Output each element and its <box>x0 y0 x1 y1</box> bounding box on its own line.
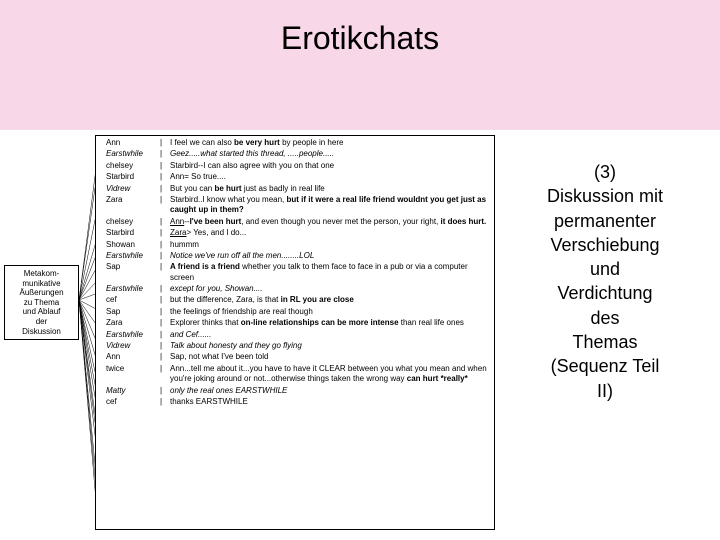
chat-message: but the difference, Zara, is that in RL … <box>170 295 492 305</box>
chat-row: Zara|Explorer thinks that on-line relati… <box>98 318 492 328</box>
chat-message: Ann--I've been hurt, and even though you… <box>170 217 492 227</box>
chat-row: Ann|I feel we can also be very hurt by p… <box>98 138 492 148</box>
chat-username: Vidrew <box>98 341 160 351</box>
chat-row: cef|thanks EARSTWHILE <box>98 397 492 407</box>
chat-row: Earstwhile|Geez.....what started this th… <box>98 149 492 159</box>
chat-username: Earstwhile <box>98 330 160 340</box>
chat-row: Earstwhile|and Cef...... <box>98 330 492 340</box>
chat-message: I feel we can also be very hurt by peopl… <box>170 138 492 148</box>
meta-label-box: Metakom-munikativeÄußerungenzu Themaund … <box>4 265 79 340</box>
chat-separator: | <box>160 228 170 238</box>
chat-separator: | <box>160 397 170 407</box>
chat-row: Sap|A friend is a friend whether you tal… <box>98 262 492 283</box>
chat-separator: | <box>160 295 170 305</box>
chat-username: Earstwhile <box>98 284 160 294</box>
chat-username: chelsey <box>98 217 160 227</box>
chat-message: Starbird..I know what you mean, but if i… <box>170 195 492 216</box>
chat-username: Earstwhile <box>98 251 160 261</box>
chat-transcript: Ann|I feel we can also be very hurt by p… <box>95 135 495 530</box>
chat-row: Showan|hummm <box>98 240 492 250</box>
chat-username: Showan <box>98 240 160 250</box>
chat-message: except for you, Showan.... <box>170 284 492 294</box>
right-description: (3)Diskussion mitpermanenterVerschiebung… <box>510 160 700 403</box>
chat-separator: | <box>160 138 170 148</box>
chat-row: Zara|Starbird..I know what you mean, but… <box>98 195 492 216</box>
chat-username: Starbird <box>98 228 160 238</box>
page-title: Erotikchats <box>0 0 720 67</box>
chat-username: Vidrew <box>98 184 160 194</box>
chat-message: Sap, not what I've been told <box>170 352 492 362</box>
chat-username: chelsey <box>98 161 160 171</box>
chat-message: Explorer thinks that on-line relationshi… <box>170 318 492 328</box>
chat-row: chelsey|Ann--I've been hurt, and even th… <box>98 217 492 227</box>
chat-row: Sap|the feelings of friendship are real … <box>98 307 492 317</box>
chat-username: Zara <box>98 195 160 216</box>
chat-message: Ann...tell me about it...you have to hav… <box>170 364 492 385</box>
chat-separator: | <box>160 251 170 261</box>
chat-separator: | <box>160 284 170 294</box>
chat-separator: | <box>160 262 170 283</box>
chat-separator: | <box>160 184 170 194</box>
chat-row: Matty|only the real ones EARSTWHILE <box>98 386 492 396</box>
chat-separator: | <box>160 217 170 227</box>
chat-message: Geez.....what started this thread, .....… <box>170 149 492 159</box>
chat-username: Zara <box>98 318 160 328</box>
chat-username: Starbird <box>98 172 160 182</box>
chat-username: Earstwhile <box>98 149 160 159</box>
chat-message: only the real ones EARSTWHILE <box>170 386 492 396</box>
chat-separator: | <box>160 161 170 171</box>
chat-username: Sap <box>98 262 160 283</box>
chat-username: Ann <box>98 352 160 362</box>
chat-username: Sap <box>98 307 160 317</box>
chat-username: twice <box>98 364 160 385</box>
chat-row: Vidrew|But you can be hurt just as badly… <box>98 184 492 194</box>
chat-row: Starbird|Zara> Yes, and I do... <box>98 228 492 238</box>
chat-row: Vidrew|Talk about honesty and they go fl… <box>98 341 492 351</box>
chat-message: thanks EARSTWHILE <box>170 397 492 407</box>
chat-separator: | <box>160 172 170 182</box>
chat-message: A friend is a friend whether you talk to… <box>170 262 492 283</box>
chat-username: cef <box>98 295 160 305</box>
chat-separator: | <box>160 330 170 340</box>
chat-row: Starbird|Ann= So true.... <box>98 172 492 182</box>
chat-separator: | <box>160 240 170 250</box>
chat-separator: | <box>160 352 170 362</box>
chat-username: Ann <box>98 138 160 148</box>
chat-message: the feelings of friendship are real thou… <box>170 307 492 317</box>
chat-separator: | <box>160 386 170 396</box>
chat-row: chelsey|Starbird--I can also agree with … <box>98 161 492 171</box>
chat-message: and Cef...... <box>170 330 492 340</box>
chat-row: twice|Ann...tell me about it...you have … <box>98 364 492 385</box>
chat-message: Notice we've run off all the men........… <box>170 251 492 261</box>
chat-separator: | <box>160 307 170 317</box>
chat-message: But you can be hurt just as badly in rea… <box>170 184 492 194</box>
chat-username: Matty <box>98 386 160 396</box>
chat-message: Talk about honesty and they go flying <box>170 341 492 351</box>
main-area: Metakom-munikativeÄußerungenzu Themaund … <box>0 130 720 540</box>
chat-row: Earstwhile|Notice we've run off all the … <box>98 251 492 261</box>
chat-separator: | <box>160 364 170 385</box>
chat-message: Starbird--I can also agree with you on t… <box>170 161 492 171</box>
chat-separator: | <box>160 318 170 328</box>
chat-message: Ann= So true.... <box>170 172 492 182</box>
chat-row: cef|but the difference, Zara, is that in… <box>98 295 492 305</box>
chat-message: Zara> Yes, and I do... <box>170 228 492 238</box>
chat-row: Ann|Sap, not what I've been told <box>98 352 492 362</box>
chat-separator: | <box>160 341 170 351</box>
chat-row: Earstwhile|except for you, Showan.... <box>98 284 492 294</box>
chat-username: cef <box>98 397 160 407</box>
chat-separator: | <box>160 195 170 216</box>
chat-message: hummm <box>170 240 492 250</box>
chat-separator: | <box>160 149 170 159</box>
